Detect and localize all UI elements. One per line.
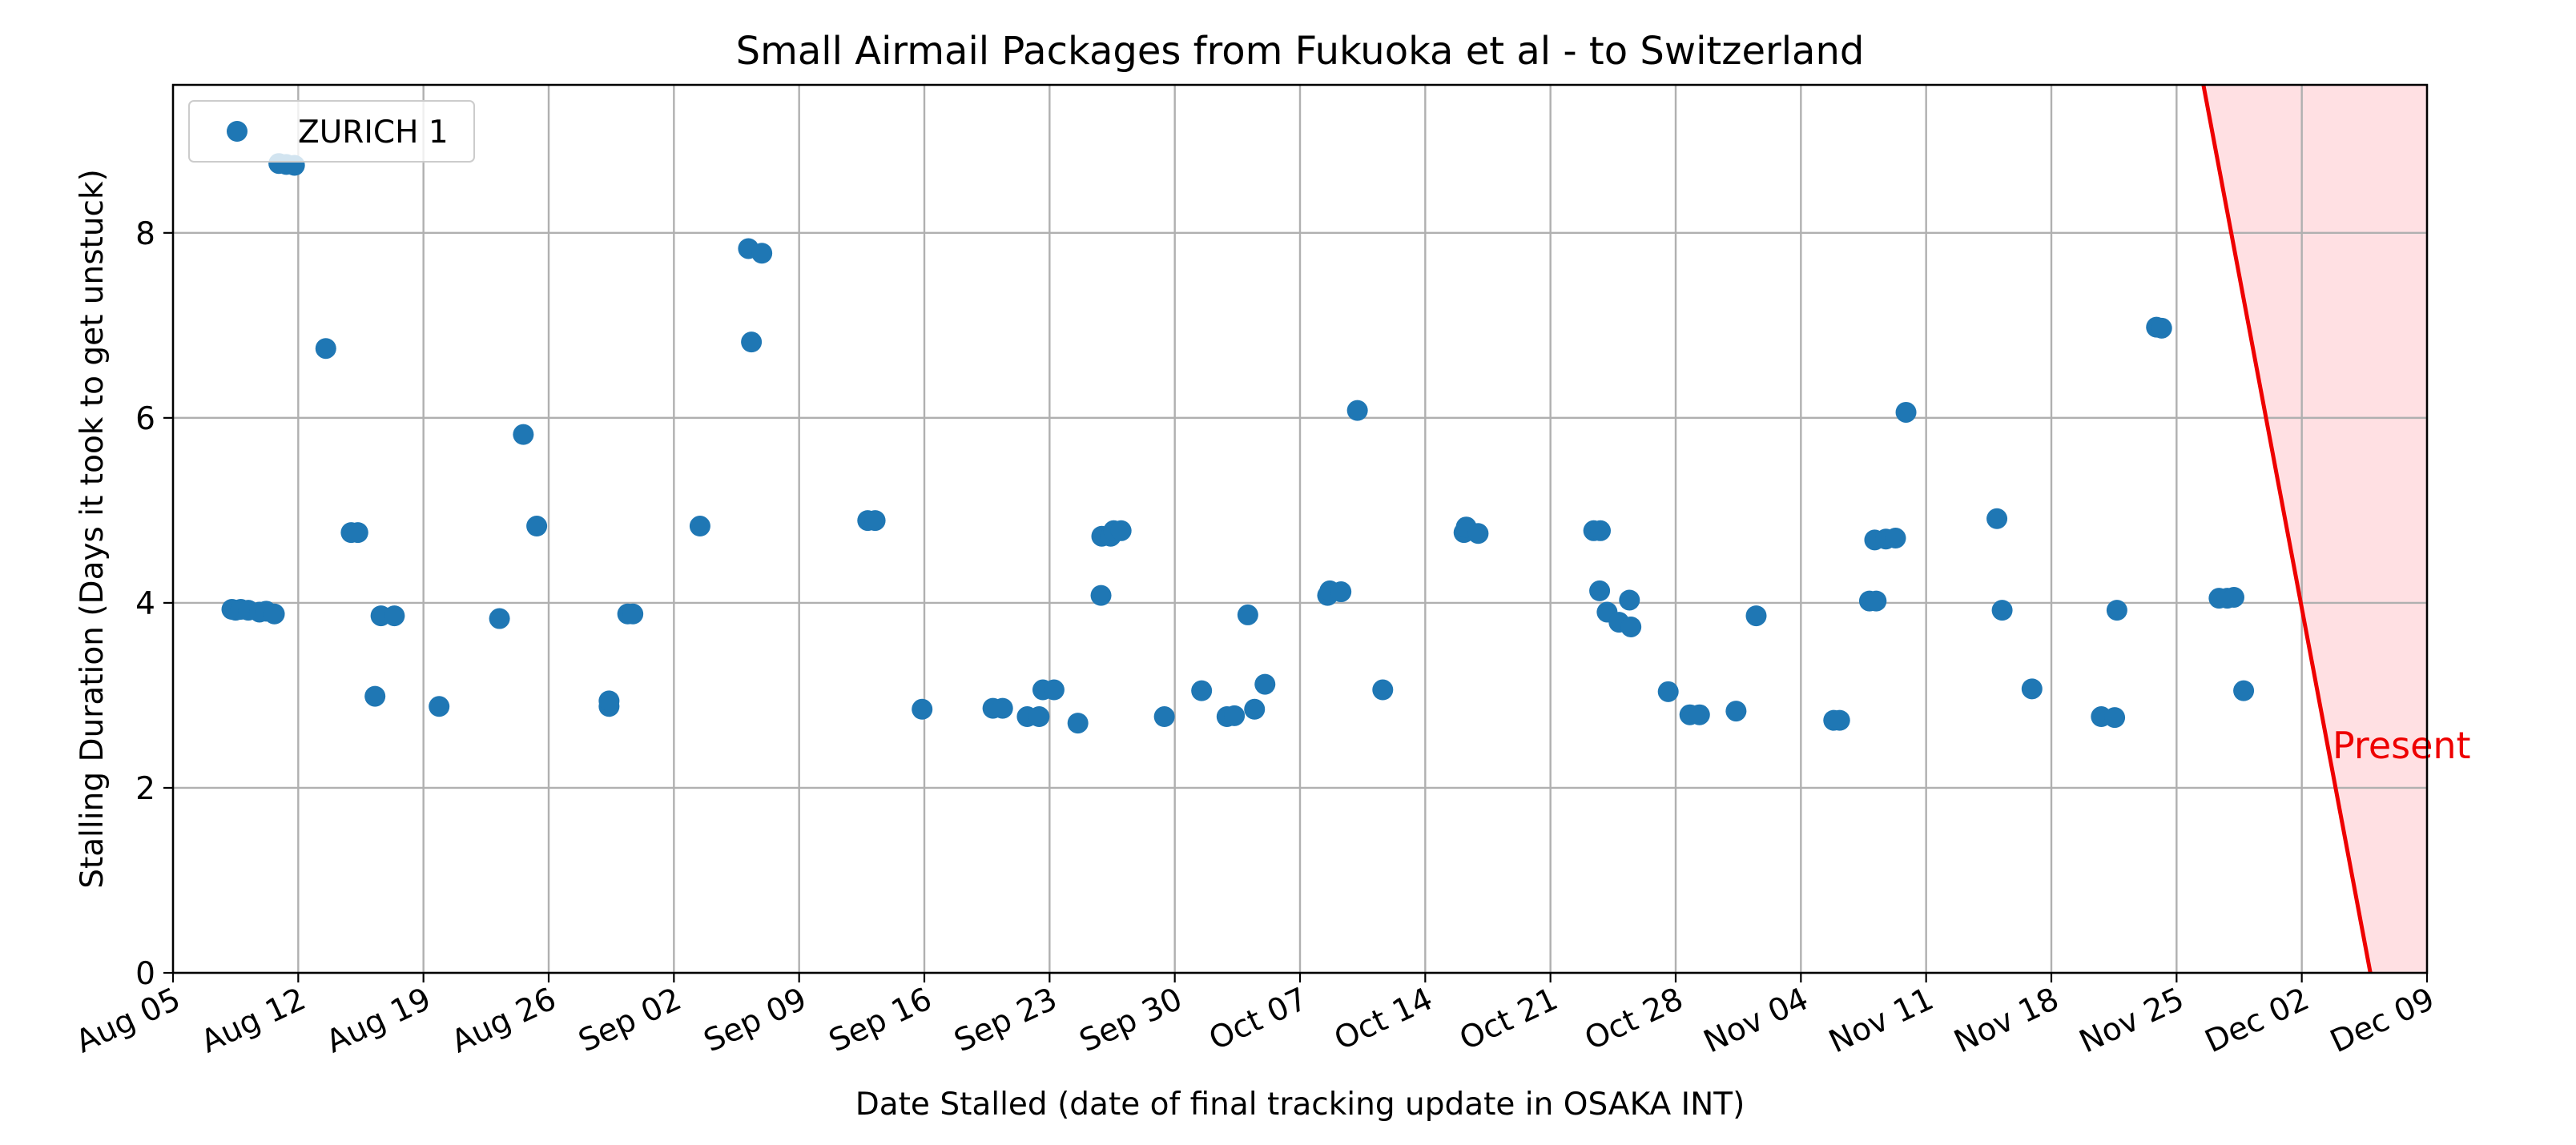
x-tick-label: Aug 26 bbox=[446, 981, 561, 1060]
data-point bbox=[347, 522, 368, 544]
data-point bbox=[513, 424, 534, 445]
x-tick-label: Oct 28 bbox=[1580, 981, 1688, 1057]
x-tick-label: Dec 09 bbox=[2325, 981, 2441, 1060]
data-points bbox=[221, 153, 2255, 734]
y-tick-label: 6 bbox=[135, 401, 155, 437]
axis-ticks: Aug 05 Aug 12 Aug 19 Aug 26 Sep 02 Sep 09 Sep … bbox=[70, 216, 2440, 1061]
data-point bbox=[1346, 400, 1368, 421]
x-tick-label: Nov 18 bbox=[1949, 981, 2064, 1060]
legend: ZURICH 1 bbox=[188, 100, 475, 163]
x-axis-label: Date Stalled (date of final tracking upd… bbox=[855, 1087, 1745, 1123]
data-point bbox=[622, 603, 644, 625]
data-point bbox=[1224, 705, 1246, 726]
data-point bbox=[1237, 604, 1258, 625]
data-point bbox=[1986, 508, 2008, 529]
data-point bbox=[1067, 713, 1089, 734]
data-point bbox=[1330, 581, 1352, 603]
data-point bbox=[1372, 679, 1394, 701]
x-tick-label: Oct 14 bbox=[1329, 981, 1438, 1057]
data-point bbox=[992, 697, 1013, 719]
data-point bbox=[2021, 678, 2043, 700]
x-tick-label: Sep 02 bbox=[574, 981, 687, 1059]
x-tick-label: Sep 16 bbox=[823, 981, 937, 1059]
y-tick-label: 2 bbox=[135, 771, 155, 807]
data-point bbox=[2106, 600, 2127, 621]
chart-title: Small Airmail Packages from Fukuoka et a… bbox=[736, 29, 1865, 74]
x-tick-label: Sep 23 bbox=[949, 981, 1063, 1059]
x-tick-label: Aug 12 bbox=[195, 981, 311, 1060]
data-point bbox=[1589, 580, 1611, 601]
x-tick-label: Sep 09 bbox=[698, 981, 812, 1059]
data-point bbox=[364, 685, 386, 707]
data-point bbox=[741, 331, 763, 353]
x-tick-label: Nov 04 bbox=[1698, 981, 1813, 1060]
legend-label: ZURICH 1 bbox=[298, 114, 449, 151]
x-tick-label: Oct 21 bbox=[1455, 981, 1564, 1057]
present-marker: Present bbox=[2201, 84, 2471, 974]
legend-marker bbox=[227, 121, 248, 142]
data-point bbox=[598, 690, 620, 712]
data-point bbox=[1244, 698, 1266, 720]
data-point bbox=[1254, 673, 1276, 695]
data-point bbox=[1191, 680, 1213, 701]
data-point bbox=[1688, 704, 1710, 725]
data-point bbox=[384, 605, 405, 627]
y-tick-label: 4 bbox=[135, 586, 155, 622]
data-point bbox=[864, 510, 886, 532]
data-point bbox=[1110, 520, 1132, 541]
data-point bbox=[264, 603, 285, 625]
x-tick-label: Nov 25 bbox=[2074, 981, 2189, 1060]
present-line bbox=[2201, 84, 2373, 974]
data-point bbox=[751, 243, 773, 264]
data-point bbox=[1745, 605, 1767, 627]
data-point bbox=[1829, 709, 1850, 731]
present-shade bbox=[2203, 85, 2427, 973]
data-point bbox=[1590, 520, 1612, 541]
legend-box bbox=[188, 100, 475, 163]
data-point bbox=[1467, 523, 1489, 544]
data-point bbox=[1866, 590, 1887, 612]
present-shaded-region bbox=[2203, 85, 2427, 973]
y-axis-label: Stalling Duration (Days it took to get u… bbox=[74, 169, 111, 889]
data-point bbox=[2223, 586, 2244, 608]
present-label: Present bbox=[2332, 724, 2471, 767]
data-point bbox=[1620, 616, 1642, 637]
data-point bbox=[1619, 589, 1640, 611]
x-tick-label: Oct 07 bbox=[1204, 981, 1313, 1057]
data-point bbox=[1657, 681, 1679, 702]
data-point bbox=[1090, 585, 1112, 606]
data-point bbox=[1885, 528, 1906, 549]
data-point bbox=[2151, 317, 2172, 339]
data-point bbox=[1043, 679, 1065, 701]
data-point bbox=[689, 516, 710, 537]
data-point bbox=[1991, 600, 2013, 621]
x-tick-label: Aug 19 bbox=[321, 981, 437, 1060]
x-tick-label: Aug 05 bbox=[70, 981, 186, 1060]
x-tick-label: Nov 11 bbox=[1824, 981, 1939, 1060]
y-tick-label: 8 bbox=[135, 216, 155, 252]
y-tick-label: 0 bbox=[135, 956, 155, 992]
data-point bbox=[1153, 706, 1175, 728]
grid-lines bbox=[171, 85, 2429, 974]
data-point bbox=[429, 696, 450, 717]
x-tick-label: Dec 02 bbox=[2200, 981, 2315, 1060]
data-point bbox=[1028, 706, 1050, 728]
data-point bbox=[1725, 701, 1747, 722]
data-point bbox=[1895, 401, 1917, 423]
data-point bbox=[912, 698, 933, 720]
data-point bbox=[489, 608, 510, 629]
data-point bbox=[2233, 680, 2255, 701]
data-point bbox=[526, 516, 548, 537]
data-point bbox=[2104, 707, 2126, 729]
x-tick-label: Sep 30 bbox=[1074, 981, 1188, 1059]
data-point bbox=[315, 338, 336, 360]
